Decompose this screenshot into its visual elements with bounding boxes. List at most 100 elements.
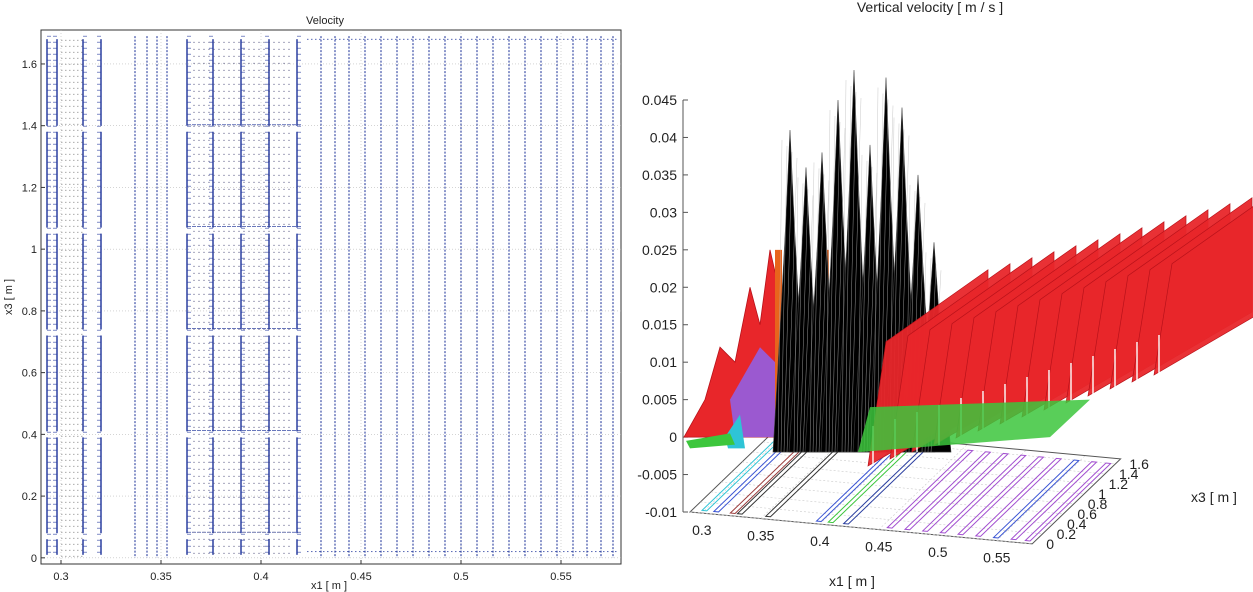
- surface-black-peak-mesh: [834, 127, 846, 453]
- surface-x-tick-label: 0.5: [928, 544, 948, 560]
- surface-x-tick-label: 0.45: [865, 539, 892, 555]
- surface-floor-contour: [974, 457, 1063, 537]
- surface-y-tick-label: 1.2: [1109, 476, 1129, 492]
- surface-floor-gridline: [689, 511, 1033, 545]
- surface-black-peak-mesh: [825, 109, 831, 453]
- surface-z-tick-label: 0.005: [642, 392, 677, 408]
- surface-z-tick-label: 0: [669, 429, 677, 445]
- surface-z-tick-label: -0.005: [637, 467, 677, 483]
- quiver-x-axis-label: x1 [ m ]: [311, 580, 347, 592]
- surface-black-peak-mesh: [802, 195, 814, 453]
- surface-floor-gridline: [819, 438, 909, 525]
- surface-y-tick-label: 0.8: [1088, 496, 1108, 512]
- surface-z-axis: -0.01 -0.005 0 0.005 0.01 0.015 0.02 0.025 0.03 0…: [637, 92, 688, 520]
- quiver-y-tick-label: 0.8: [22, 306, 37, 318]
- surface-z-tick-label: 0.04: [650, 129, 677, 145]
- surface-y-ticks: 00.20.40.60.811.21.41.6: [1046, 456, 1149, 552]
- surface-z-tick-label: 0.045: [642, 92, 677, 108]
- surface-black-peak-mesh: [863, 166, 873, 453]
- surface-floor-gridline: [996, 455, 1086, 541]
- surface-z-tick-label: 0.02: [650, 279, 677, 295]
- surface-black-peak-mesh: [860, 160, 868, 453]
- surface-y-tick-label: 1.4: [1119, 466, 1139, 482]
- surface-floor-contour: [921, 452, 1010, 532]
- surface-black-peak-mesh: [873, 87, 879, 453]
- quiver-x-tick-label: 0.55: [550, 571, 571, 583]
- surface-black-peak-mesh: [799, 189, 809, 453]
- surface-floor-gridline: [710, 491, 1054, 525]
- surface-black-peak-mesh: [793, 177, 799, 453]
- surface-y-axis-label: x3 [ m ]: [1191, 489, 1237, 505]
- surface-floor-gridline: [731, 471, 1074, 505]
- surface-black-peak-mesh: [850, 98, 862, 453]
- surface-black-peak-mesh: [777, 139, 783, 453]
- surface-black-peak-mesh: [818, 180, 830, 453]
- surface-floor-gridline: [752, 451, 1095, 485]
- surface-y-tick-label: 0.2: [1057, 526, 1077, 542]
- surface-y-tick-label: 1: [1098, 486, 1106, 502]
- surface-x-tick-label: 0.4: [810, 533, 830, 549]
- quiver-x-tick-label: 0.45: [350, 571, 371, 583]
- surface-x-axis-label: x1 [ m ]: [829, 573, 875, 589]
- quiver-y-tick-label: 0.2: [22, 491, 37, 503]
- surface-floor-gridline: [721, 481, 1064, 515]
- quiver-chart: 0.3 0.35 0.4 0.45 0.5 0.55 0 0.2 0.4 0.6 0.8 1 1.2 1…: [3, 15, 622, 592]
- surface-y-tick-label: 0.4: [1067, 516, 1087, 532]
- quiver-y-tick-label: 0: [31, 553, 37, 565]
- surface-z-tick-label: 0.015: [642, 317, 677, 333]
- quiver-arrows: [46, 35, 617, 558]
- surface-red-ridges: [858, 197, 1253, 467]
- surface-z-tick-label: 0.01: [650, 354, 677, 370]
- surface-black-peak-mesh: [866, 172, 878, 453]
- surface-y-tick-label: 0.6: [1077, 506, 1097, 522]
- surface-black-peak-mesh: [847, 92, 857, 453]
- quiver-x-tick-label: 0.35: [150, 571, 171, 583]
- surface-x-tick-label: 0.3: [692, 522, 712, 538]
- quiver-x-ticks: 0.3 0.35 0.4 0.45 0.5 0.55: [53, 560, 572, 583]
- surface-x-ticks: 0.3 0.35 0.4 0.45 0.5 0.55: [692, 522, 1011, 566]
- surface-floor-contour: [939, 454, 1027, 534]
- surface-floor-gridline: [700, 501, 1043, 535]
- surface-black-peak-mesh: [812, 168, 820, 453]
- surface-floor-contour: [956, 456, 1045, 536]
- surface-black-peak-mesh: [844, 86, 852, 453]
- quiver-y-axis-label: x3 [ m ]: [3, 279, 15, 315]
- surface-black-peak-mesh: [809, 162, 815, 453]
- surface-floor-gridline: [741, 461, 1085, 495]
- surface-floor-contour: [903, 451, 992, 531]
- quiver-y-ticks: 0 0.2 0.4 0.6 0.8 1 1.2 1.4 1.6: [22, 59, 45, 565]
- quiver-x-tick-label: 0.4: [253, 571, 268, 583]
- surface-z-tick-label: 0.025: [642, 242, 677, 258]
- surface-floor-contour: [1010, 461, 1098, 541]
- surface-floor-contour: [992, 459, 1080, 539]
- surface-black-peak-mesh: [786, 157, 798, 453]
- surface-floor-gridline: [701, 427, 791, 514]
- surface-black-peak-mesh: [828, 115, 836, 453]
- surface-black-peak-mesh: [857, 154, 863, 453]
- surface-black-peak-mesh: [841, 80, 847, 453]
- quiver-x-tick-label: 0.5: [453, 571, 468, 583]
- surface-floor-contours: [700, 432, 1112, 542]
- quiver-y-tick-label: 0.4: [22, 429, 37, 441]
- surface-black-peak-mesh: [783, 151, 793, 453]
- quiver-title: Velocity: [306, 15, 344, 27]
- surface-black-peak-mesh: [796, 183, 804, 453]
- surface-y-tick-label: 0: [1046, 536, 1054, 552]
- surface-x-tick-label: 0.55: [983, 550, 1010, 566]
- quiver-y-tick-label: 1.4: [22, 121, 37, 133]
- quiver-x-tick-label: 0.3: [53, 571, 68, 583]
- surface-red-ridge: [1153, 206, 1253, 376]
- surface-x-tick-label: 0.35: [747, 528, 774, 544]
- surface-y-tick-label: 1.6: [1129, 456, 1149, 472]
- surface-floor-contour: [1024, 462, 1112, 542]
- surface-floor-contour: [886, 449, 974, 529]
- surface-black-peak-mesh: [876, 93, 884, 453]
- quiver-y-tick-label: 0.6: [22, 368, 37, 380]
- surface-purple-area: [730, 347, 778, 438]
- surface-z-tick-label: -0.01: [645, 504, 677, 520]
- quiver-y-tick-label: 1.6: [22, 59, 37, 71]
- surface-black-peak-mesh: [831, 121, 841, 453]
- quiver-y-tick-label: 1: [31, 244, 37, 256]
- surface-chart: -0.01 -0.005 0 0.005 0.01 0.015 0.02 0.025 0.03 0…: [637, 0, 1253, 589]
